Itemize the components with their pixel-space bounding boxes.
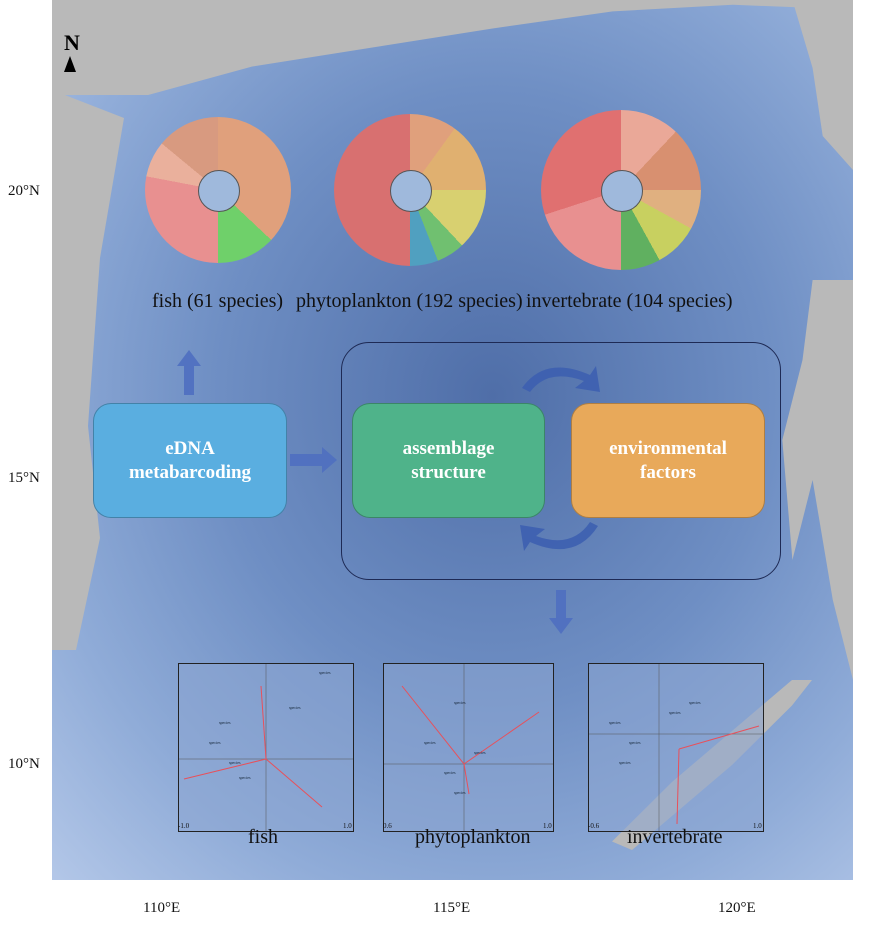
svg-text:species: species [444, 770, 456, 775]
svg-text:species: species [289, 705, 301, 710]
environment-label: environmental factors [609, 437, 727, 483]
ordination-axis-tick: 1.0 [543, 822, 552, 830]
svg-text:species: species [474, 750, 486, 755]
ordination-axis-tick: 1.0 [343, 822, 352, 830]
fish-sunburst [145, 117, 291, 263]
svg-text:species: species [209, 740, 221, 745]
lat-tick: 20°N [8, 183, 40, 199]
sunburst-label-fish: fish (61 species) [152, 290, 284, 312]
svg-text:species: species [424, 740, 436, 745]
lon-tick: 115°E [433, 900, 471, 916]
svg-text:species: species [609, 720, 621, 725]
svg-text:species: species [689, 700, 701, 705]
lon-tick: 110°E [143, 900, 181, 916]
lon-tick: 120°E [718, 900, 756, 916]
svg-text:species: species [619, 760, 631, 765]
lat-tick: 15°N [8, 470, 40, 486]
ordination-axis-tick: -0.6 [588, 822, 600, 830]
svg-text:species: species [239, 775, 251, 780]
edna-box: eDNA metabarcoding [93, 403, 287, 518]
svg-text:species: species [219, 720, 231, 725]
svg-text:species: species [629, 740, 641, 745]
svg-text:species: species [319, 670, 331, 675]
cycle-arrow-top-icon [522, 366, 600, 392]
svg-text:species: species [669, 710, 681, 715]
arrow-right-icon [290, 447, 337, 473]
assemblage-box: assemblage structure [352, 403, 545, 518]
invertebrate-sunburst [541, 110, 701, 270]
ordination-axis-tick: 1.0 [753, 822, 762, 830]
sunburst-label-invertebrate: invertebrate (104 species) [526, 290, 733, 312]
ordination-axis-tick: 0.6 [383, 822, 392, 830]
ordination-label-phytoplankton: phytoplankton [415, 826, 531, 848]
north-arrow: N [64, 30, 80, 72]
lat-tick: 10°N [8, 756, 40, 772]
ordination-fish: species species species species species speci… [178, 663, 354, 832]
ordination-invertebrate: species species species species species [588, 663, 764, 832]
svg-text:species: species [454, 700, 466, 705]
edna-label: eDNA metabarcoding [128, 437, 252, 483]
ordination-label-invertebrate: invertebrate [627, 826, 723, 848]
svg-text:species: species [229, 760, 241, 765]
ordination-axis-tick: -1.0 [178, 822, 190, 830]
analysis-frame [341, 342, 781, 580]
arrow-up-icon [177, 350, 201, 395]
north-label: N [64, 30, 80, 55]
north-arrow-icon [64, 56, 76, 72]
assemblage-label: assemblage structure [402, 437, 495, 483]
svg-text:species: species [454, 790, 466, 795]
sunburst-label-phytoplankton: phytoplankton (192 species) [296, 290, 523, 312]
ordination-label-fish: fish [248, 826, 278, 848]
environment-box: environmental factors [571, 403, 765, 518]
phytoplankton-sunburst [334, 114, 486, 266]
ordination-phytoplankton: species species species species species [383, 663, 554, 832]
cycle-arrow-bottom-icon [520, 522, 598, 551]
arrow-down-icon [549, 590, 573, 634]
